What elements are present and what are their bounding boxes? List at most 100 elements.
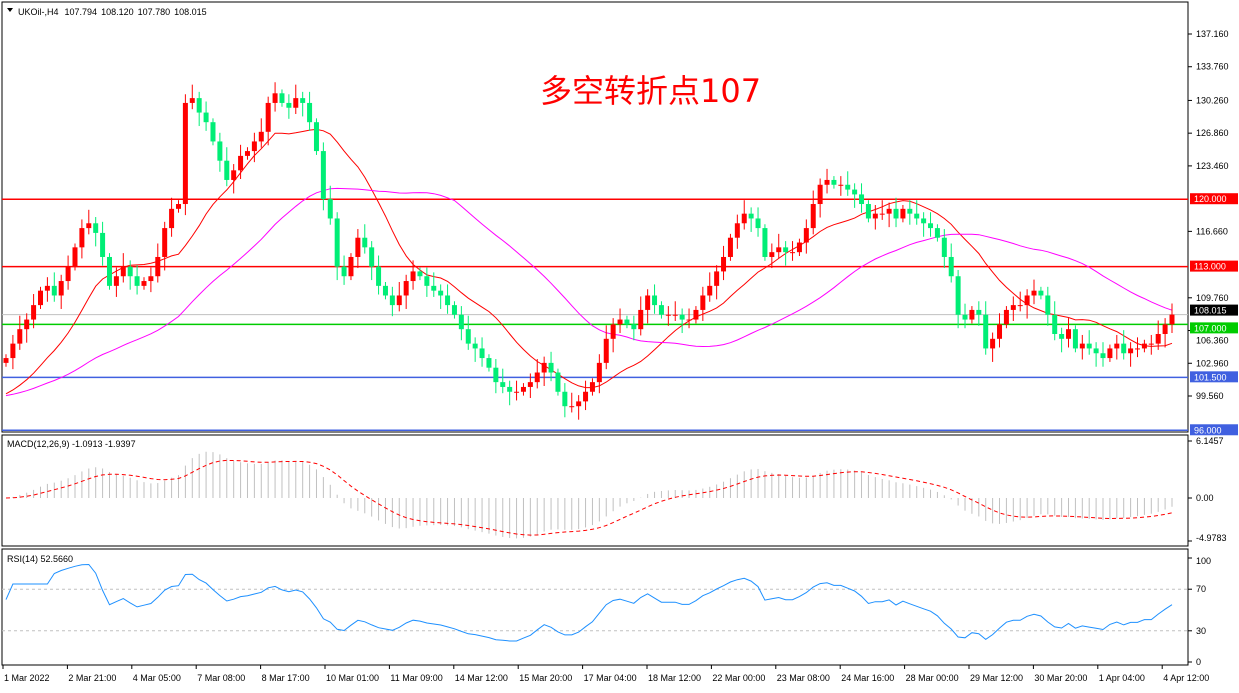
current-price-label: 108.015 — [1194, 306, 1227, 316]
candle — [714, 265, 720, 300]
candle-body — [838, 184, 844, 186]
macd-tick-label: 6.1457 — [1196, 436, 1224, 446]
time-tick-label: 24 Mar 16:00 — [841, 673, 894, 683]
candle — [238, 144, 244, 179]
candle — [555, 368, 561, 396]
candle-body — [658, 305, 664, 315]
level-label-bg — [1190, 260, 1238, 272]
candle-body — [224, 160, 230, 180]
rsi-title: RSI(14) 52.5660 — [7, 554, 73, 564]
candle-body — [962, 314, 968, 320]
candle-body — [51, 285, 57, 296]
level-label: 107.000 — [1194, 323, 1227, 333]
candle-body — [810, 204, 816, 229]
candle-body — [465, 329, 471, 344]
candle — [106, 253, 112, 290]
candle — [534, 359, 540, 389]
candle-body — [1024, 295, 1030, 306]
candle — [293, 84, 299, 115]
candle-body — [555, 372, 561, 392]
candle-body — [969, 309, 975, 320]
candle-body — [417, 271, 423, 277]
candle — [507, 380, 513, 406]
candle — [196, 91, 202, 127]
candle-body — [493, 367, 499, 383]
candle-body — [134, 276, 140, 286]
candle-body — [320, 151, 326, 200]
rsi-tick-label: 100 — [1196, 556, 1211, 566]
candle-body — [859, 194, 865, 205]
candle-body — [1155, 333, 1161, 344]
candle — [231, 164, 237, 194]
candle-body — [741, 213, 747, 224]
candle — [700, 286, 706, 322]
rsi-line — [5, 563, 1173, 642]
candle — [224, 147, 230, 187]
candle-body — [1148, 343, 1154, 345]
candle-body — [921, 218, 927, 224]
candle-body — [514, 391, 520, 393]
candle — [527, 373, 533, 399]
candle — [286, 94, 292, 119]
candle — [721, 245, 727, 281]
candle-body — [507, 386, 513, 392]
candle-body — [817, 184, 823, 205]
candle-body — [127, 266, 133, 277]
candle-body — [1059, 333, 1065, 339]
candle — [169, 197, 175, 237]
candle-body — [914, 213, 920, 219]
candle-body — [251, 141, 257, 152]
candle-body — [976, 309, 982, 315]
candle-body — [272, 93, 278, 103]
candle-body — [244, 151, 250, 156]
price-tick-label: 133.760 — [1196, 62, 1229, 72]
candle — [769, 243, 775, 269]
candle — [886, 202, 892, 228]
candle — [355, 229, 361, 269]
candle-body — [72, 247, 78, 267]
rsi-pane-frame — [1, 548, 1189, 666]
candle — [665, 306, 671, 326]
candle-body — [162, 228, 168, 257]
candle-body — [631, 324, 637, 330]
candle-body — [900, 208, 906, 219]
candle-body — [486, 358, 492, 368]
candle-body — [734, 223, 740, 238]
candle — [810, 190, 816, 235]
time-tick-label: 29 Mar 12:00 — [970, 673, 1023, 683]
macd-pane-frame — [1, 434, 1189, 547]
candle-body — [37, 290, 43, 306]
candle — [872, 204, 878, 230]
candle-body — [790, 252, 796, 254]
candle — [1114, 334, 1120, 360]
candle — [748, 207, 754, 232]
candle — [341, 255, 347, 285]
candle-body — [645, 295, 651, 310]
candle — [983, 301, 989, 355]
candle-body — [355, 237, 361, 257]
candle-body — [541, 362, 547, 373]
candle — [831, 176, 837, 189]
current-price-label-bg — [1190, 304, 1238, 316]
candle — [251, 132, 257, 163]
candle — [155, 243, 161, 283]
header-close: 108.015 — [174, 7, 207, 17]
candle — [1086, 330, 1092, 355]
candle — [1010, 296, 1016, 322]
candle — [31, 294, 37, 329]
candle-body — [438, 290, 444, 296]
candle — [37, 286, 43, 309]
candle — [279, 89, 285, 107]
candle-body — [776, 247, 782, 253]
candle-body — [376, 266, 382, 286]
time-tick-label: 22 Mar 00:00 — [712, 673, 765, 683]
candle — [817, 178, 823, 218]
candle — [113, 267, 119, 297]
time-tick-label: 7 Mar 08:00 — [197, 673, 245, 683]
candle — [652, 284, 658, 314]
candle-body — [748, 213, 754, 219]
candle — [997, 313, 1003, 348]
candle-body — [941, 237, 947, 257]
candle-body — [1141, 343, 1147, 349]
